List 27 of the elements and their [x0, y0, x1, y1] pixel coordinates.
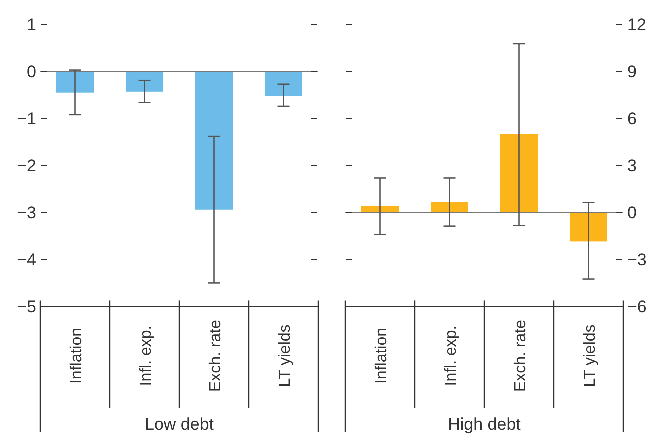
y-tick-label: 0 [27, 62, 36, 82]
x-tick-label: Exch. rate [512, 320, 530, 392]
x-tick-label: Inflation [373, 328, 390, 384]
x-tick-label: Inflation [68, 328, 86, 384]
bar [430, 202, 469, 213]
y2-tick-label: 12 [628, 16, 646, 35]
x-tick-label: Infl. exp. [442, 326, 460, 386]
x-tick-label: Exch. rate [207, 320, 224, 392]
y-tick-label: −3 [17, 204, 36, 223]
y-tick-label: −2 [17, 156, 36, 176]
x-axis-title: Low debt [145, 415, 214, 434]
y-tick-label: −5 [17, 298, 36, 317]
y2-tick-label: 9 [628, 62, 637, 82]
y2-tick-label: 3 [628, 156, 637, 176]
x-tick-label: LT yields [276, 324, 294, 388]
x-tick-label: LT yields [582, 324, 599, 388]
y-tick-label: −4 [17, 250, 36, 270]
y2-tick-label: −6 [628, 298, 647, 317]
y2-tick-label: 6 [628, 110, 637, 129]
x-tick-label: Infl. exp. [138, 326, 155, 386]
y2-tick-label: 0 [628, 204, 637, 223]
y2-tick-label: −3 [628, 250, 647, 270]
y-tick-label: 1 [27, 16, 36, 35]
x-axis-title: High debt [448, 415, 522, 434]
y-tick-label: −1 [17, 110, 36, 129]
bar [570, 212, 608, 242]
bar [500, 134, 538, 213]
